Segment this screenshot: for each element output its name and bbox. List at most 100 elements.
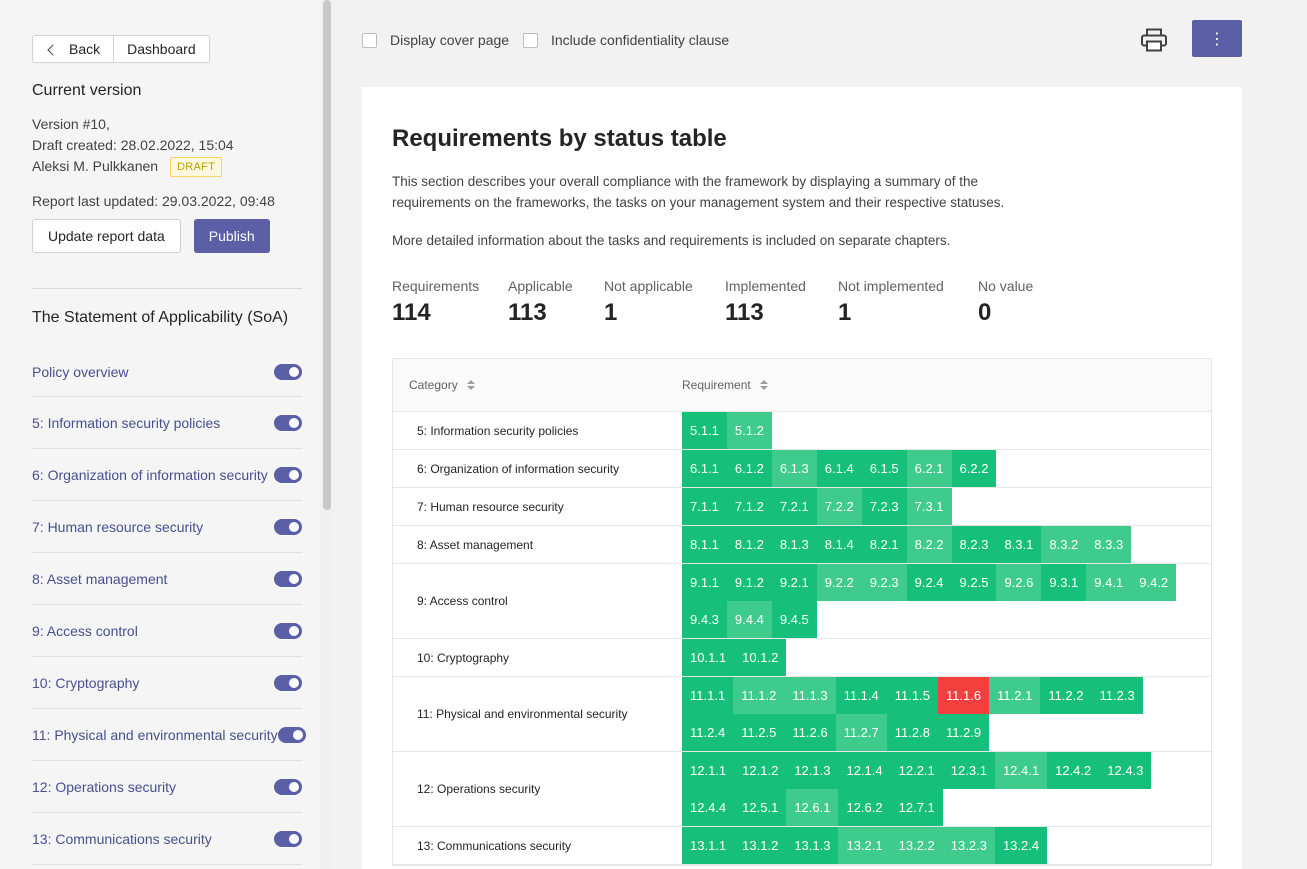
soa-item-label[interactable]: 7: Human resource security (32, 518, 204, 535)
requirement-cell[interactable]: 11.2.9 (937, 714, 990, 751)
requirement-cell[interactable]: 12.6.1 (786, 789, 839, 826)
requirement-cell[interactable]: 10.1.2 (734, 639, 787, 676)
requirement-cell[interactable]: 12.1.3 (786, 752, 839, 789)
dashboard-button[interactable]: Dashboard (114, 35, 210, 63)
confidentiality-clause-checkbox[interactable]: Include confidentiality clause (523, 32, 729, 48)
requirement-cell[interactable]: 9.4.3 (682, 601, 727, 638)
soa-item[interactable]: 11: Physical and environmental security (32, 709, 306, 761)
sidebar-scrollbar[interactable] (322, 0, 332, 869)
requirement-cell[interactable]: 12.6.2 (838, 789, 891, 826)
requirement-cell[interactable]: 13.1.3 (786, 827, 839, 864)
requirement-cell[interactable]: 11.2.2 (1040, 677, 1092, 714)
soa-item-label[interactable]: 8: Asset management (32, 570, 168, 587)
back-button[interactable]: Back (32, 35, 115, 63)
requirement-cell[interactable]: 12.4.4 (682, 789, 735, 826)
requirement-cell[interactable]: 13.2.3 (942, 827, 995, 864)
requirement-cell[interactable]: 8.3.2 (1041, 526, 1087, 563)
category-column-header[interactable]: Category (393, 378, 682, 392)
requirement-cell[interactable]: 7.3.1 (906, 488, 952, 525)
requirement-cell[interactable]: 11.1.1 (682, 677, 734, 714)
checkbox-box[interactable] (523, 32, 538, 48)
soa-item-toggle[interactable] (274, 466, 302, 483)
requirement-column-header[interactable]: Requirement (682, 378, 768, 392)
requirement-cell[interactable]: 12.1.2 (734, 752, 787, 789)
requirement-cell[interactable]: 9.4.5 (771, 601, 817, 638)
soa-item-toggle[interactable] (274, 830, 302, 847)
requirement-cell[interactable]: 7.2.3 (861, 488, 907, 525)
requirement-cell[interactable]: 9.2.5 (951, 564, 997, 601)
requirement-cell[interactable]: 11.1.5 (886, 677, 938, 714)
requirement-cell[interactable]: 11.1.6 (937, 677, 990, 714)
requirement-cell[interactable]: 8.2.1 (861, 526, 907, 563)
requirement-cell[interactable]: 13.1.2 (734, 827, 787, 864)
requirement-cell[interactable]: 12.4.2 (1047, 752, 1100, 789)
requirement-cell[interactable]: 9.1.2 (726, 564, 772, 601)
requirement-cell[interactable]: 12.7.1 (890, 789, 943, 826)
soa-item[interactable]: 7: Human resource security (32, 501, 302, 553)
requirement-cell[interactable]: 11.2.5 (733, 714, 785, 751)
requirement-cell[interactable]: 9.4.2 (1131, 564, 1177, 601)
requirement-cell[interactable]: 11.2.1 (989, 677, 1041, 714)
requirement-cell[interactable]: 8.3.1 (996, 526, 1042, 563)
requirement-cell[interactable]: 5.1.1 (682, 412, 727, 449)
soa-item[interactable]: 5: Information security policies (32, 397, 302, 449)
soa-item-toggle[interactable] (277, 726, 306, 743)
requirement-cell[interactable]: 11.1.4 (835, 677, 887, 714)
requirement-cell[interactable]: 12.5.1 (734, 789, 787, 826)
requirement-cell[interactable]: 8.1.4 (816, 526, 862, 563)
requirement-cell[interactable]: 9.1.1 (682, 564, 727, 601)
soa-item-label[interactable]: 5: Information security policies (32, 414, 221, 431)
requirement-cell[interactable]: 9.2.1 (771, 564, 817, 601)
requirement-cell[interactable]: 8.1.2 (726, 526, 772, 563)
soa-item[interactable]: Policy overview (32, 347, 302, 397)
requirement-cell[interactable]: 7.2.2 (816, 488, 862, 525)
requirement-cell[interactable]: 6.1.4 (816, 450, 862, 487)
requirement-cell[interactable]: 11.2.7 (835, 714, 887, 751)
requirement-cell[interactable]: 6.1.5 (861, 450, 907, 487)
soa-item-label[interactable]: Policy overview (32, 363, 129, 380)
more-options-button[interactable]: ⋮ (1192, 20, 1242, 57)
scrollbar-thumb[interactable] (323, 0, 331, 510)
soa-item[interactable]: 9: Access control (32, 605, 302, 657)
requirement-cell[interactable]: 9.3.1 (1041, 564, 1087, 601)
soa-item[interactable]: 6: Organization of information security (32, 449, 302, 501)
soa-item-label[interactable]: 6: Organization of information security (32, 466, 268, 483)
soa-item-label[interactable]: 11: Physical and environmental security (32, 726, 278, 743)
requirement-cell[interactable]: 11.2.4 (682, 714, 734, 751)
soa-item-label[interactable]: 9: Access control (32, 622, 138, 639)
printer-icon[interactable] (1140, 28, 1168, 52)
requirement-cell[interactable]: 7.2.1 (771, 488, 817, 525)
checkbox-box[interactable] (362, 32, 377, 48)
requirement-cell[interactable]: 6.2.1 (906, 450, 952, 487)
requirement-cell[interactable]: 11.2.8 (886, 714, 938, 751)
requirement-cell[interactable]: 13.2.1 (838, 827, 891, 864)
requirement-cell[interactable]: 8.1.3 (771, 526, 817, 563)
requirement-cell[interactable]: 6.1.1 (682, 450, 727, 487)
requirement-cell[interactable]: 9.2.6 (996, 564, 1042, 601)
soa-item[interactable]: 13: Communications security (32, 813, 302, 865)
requirement-cell[interactable]: 11.1.2 (733, 677, 785, 714)
soa-item-toggle[interactable] (274, 518, 302, 535)
requirement-cell[interactable]: 12.2.1 (890, 752, 943, 789)
requirement-cell[interactable]: 12.3.1 (942, 752, 995, 789)
requirement-cell[interactable]: 13.2.4 (994, 827, 1048, 864)
requirement-cell[interactable]: 8.3.3 (1086, 526, 1132, 563)
requirement-cell[interactable]: 11.2.6 (784, 714, 836, 751)
soa-item-toggle[interactable] (274, 622, 302, 639)
update-report-button[interactable]: Update report data (32, 219, 181, 253)
soa-item-toggle[interactable] (274, 674, 302, 691)
soa-item-toggle[interactable] (274, 414, 302, 431)
requirement-cell[interactable]: 11.1.3 (784, 677, 836, 714)
requirement-cell[interactable]: 12.4.1 (994, 752, 1048, 789)
requirement-cell[interactable]: 6.1.3 (771, 450, 817, 487)
requirement-cell[interactable]: 12.1.1 (682, 752, 735, 789)
soa-item[interactable]: 10: Cryptography (32, 657, 302, 709)
requirement-cell[interactable]: 8.2.2 (906, 526, 952, 563)
requirement-cell[interactable]: 12.4.3 (1099, 752, 1152, 789)
soa-item[interactable]: 8: Asset management (32, 553, 302, 605)
soa-item-toggle[interactable] (274, 778, 302, 795)
display-cover-page-checkbox[interactable]: Display cover page (362, 32, 509, 48)
requirement-cell[interactable]: 8.2.3 (951, 526, 997, 563)
requirement-cell[interactable]: 9.4.1 (1086, 564, 1132, 601)
soa-item-label[interactable]: 13: Communications security (32, 830, 212, 847)
